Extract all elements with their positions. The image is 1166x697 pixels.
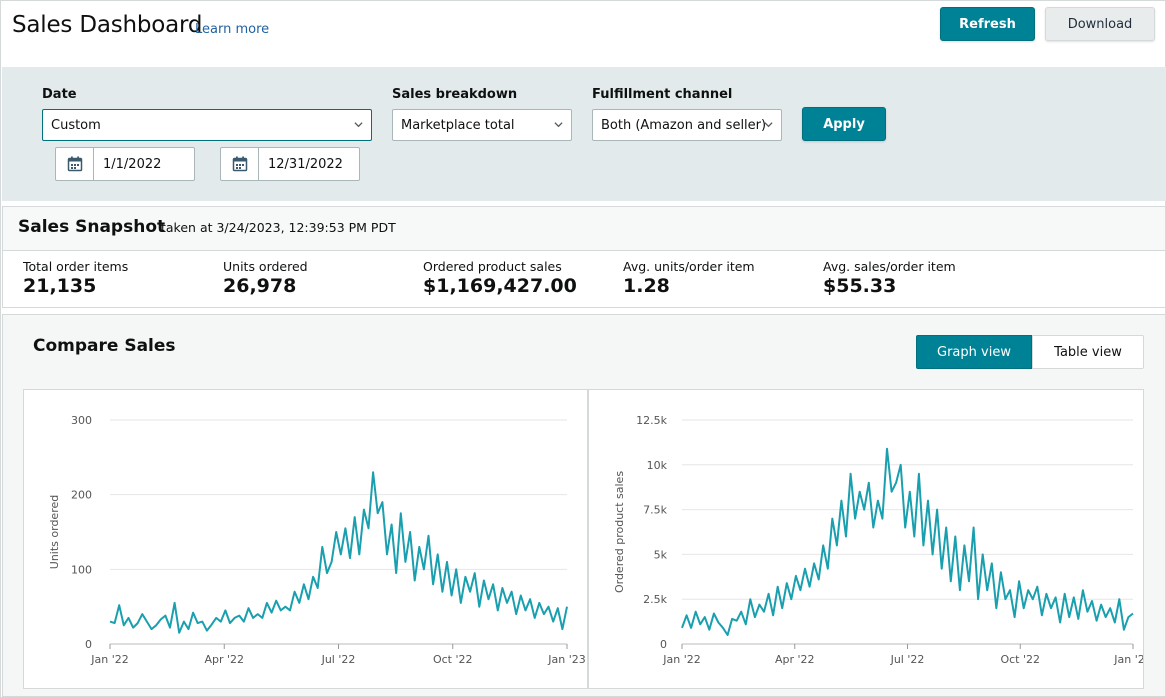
metric-value: $55.33 — [823, 275, 897, 297]
page-title: Sales Dashboard — [12, 12, 203, 38]
y-tick-label: 7.5k — [643, 504, 667, 517]
download-button[interactable]: Download — [1045, 7, 1155, 41]
metric-ordered-product-sales: Ordered product sales $1,169,427.00 — [423, 259, 577, 297]
units-ordered-chart-svg: 0 100 200 300 Jan '22 Apr '22 Jul '22 Oct '22 Ja… — [48, 414, 586, 666]
chevron-down-icon — [554, 122, 563, 128]
graph-view-toggle[interactable]: Graph view — [916, 335, 1032, 369]
refresh-button[interactable]: Refresh — [940, 7, 1035, 41]
metric-label: Ordered product sales — [423, 259, 562, 274]
chevron-down-icon — [764, 122, 773, 128]
sales-breakdown-select[interactable]: Marketplace total — [392, 109, 572, 141]
compare-sales-title: Compare Sales — [33, 336, 176, 356]
date-range-select[interactable]: Custom — [42, 109, 372, 141]
learn-more-link[interactable]: Learn more — [195, 22, 270, 37]
x-tick-label: Jan '22 — [90, 653, 128, 666]
x-tick-label: Apr '22 — [204, 653, 244, 666]
y-tick-label: 12.5k — [636, 414, 667, 427]
product-sales-chart: 0 2.5k 5k 7.5k 10k 12.5k Jan '22 Apr '22 Jul '22… — [588, 389, 1152, 689]
page-border-top — [0, 0, 1166, 1]
y-tick-label: 5k — [654, 548, 668, 561]
calendar-icon[interactable] — [56, 148, 94, 180]
fulfillment-channel-label: Fulfillment channel — [592, 87, 733, 102]
metric-value: 1.28 — [623, 275, 670, 297]
snapshot-header: Sales Snapshot taken at 3/24/2023, 12:39… — [3, 207, 1165, 251]
chevron-down-icon — [354, 122, 363, 128]
end-date-field[interactable]: 12/31/2022 — [220, 147, 360, 181]
calendar-icon[interactable] — [221, 148, 259, 180]
date-range-select-value: Custom — [51, 117, 101, 133]
apply-button[interactable]: Apply — [802, 107, 886, 141]
y-axis-label: Units ordered — [48, 495, 61, 569]
table-view-toggle[interactable]: Table view — [1032, 335, 1144, 369]
metric-label: Units ordered — [223, 259, 308, 274]
x-tick-label: Oct '22 — [1000, 653, 1040, 666]
y-tick-label: 300 — [71, 414, 92, 427]
x-tick-label: Jan '23 — [547, 653, 585, 666]
fulfillment-channel-select-value: Both (Amazon and seller) — [601, 117, 767, 133]
units-ordered-chart: 0 100 200 300 Jan '22 Apr '22 Jul '22 Oct '22 Ja… — [23, 389, 588, 689]
page-border-left — [0, 0, 1, 697]
metric-total-order-items: Total order items 21,135 — [23, 259, 128, 297]
metric-value: 21,135 — [23, 275, 97, 297]
fulfillment-channel-select[interactable]: Both (Amazon and seller) — [592, 109, 782, 141]
metric-label: Total order items — [23, 259, 129, 274]
x-tick-label: Oct '22 — [433, 653, 473, 666]
end-date-value: 12/31/2022 — [268, 156, 343, 172]
x-tick-label: Jan '22 — [662, 653, 700, 666]
sales-snapshot-panel: Sales Snapshot taken at 3/24/2023, 12:39… — [2, 206, 1166, 308]
metric-units-ordered: Units ordered 26,978 — [223, 259, 308, 297]
metric-avg-units-per-order-item: Avg. units/order item 1.28 — [623, 259, 755, 297]
product-sales-chart-svg: 0 2.5k 5k 7.5k 10k 12.5k Jan '22 Apr '22 Jul '22… — [613, 414, 1152, 666]
x-tick-label: Jul '22 — [321, 653, 356, 666]
x-tick-label: Jan '23 — [1113, 653, 1143, 666]
metric-value: $1,169,427.00 — [423, 275, 577, 297]
series-line — [681, 447, 1134, 636]
x-tick-label: Apr '22 — [775, 653, 815, 666]
start-date-field[interactable]: 1/1/2022 — [55, 147, 195, 181]
start-date-value: 1/1/2022 — [103, 156, 162, 172]
series-line — [109, 471, 568, 634]
snapshot-timestamp: taken at 3/24/2023, 12:39:53 PM PDT — [161, 220, 396, 235]
metric-value: 26,978 — [223, 275, 297, 297]
sales-breakdown-select-value: Marketplace total — [401, 117, 515, 133]
y-tick-label: 0 — [660, 638, 667, 651]
y-tick-label: 200 — [71, 489, 92, 502]
y-axis-label: Ordered product sales — [613, 471, 626, 593]
x-tick-label: Jul '22 — [890, 653, 925, 666]
y-tick-label: 100 — [71, 563, 92, 576]
y-tick-label: 0 — [85, 638, 92, 651]
metric-avg-sales-per-order-item: Avg. sales/order item $55.33 — [823, 259, 956, 297]
sales-breakdown-label: Sales breakdown — [392, 87, 518, 102]
metric-label: Avg. sales/order item — [823, 259, 956, 274]
snapshot-title: Sales Snapshot — [18, 217, 166, 237]
y-tick-label: 10k — [647, 459, 668, 472]
date-label: Date — [42, 87, 77, 102]
compare-sales-panel: Compare Sales Graph view Table view 0 100… — [2, 314, 1166, 697]
y-tick-label: 2.5k — [643, 593, 667, 606]
filter-panel: Date Sales breakdown Fulfillment channel… — [2, 67, 1166, 201]
metric-label: Avg. units/order item — [623, 259, 755, 274]
